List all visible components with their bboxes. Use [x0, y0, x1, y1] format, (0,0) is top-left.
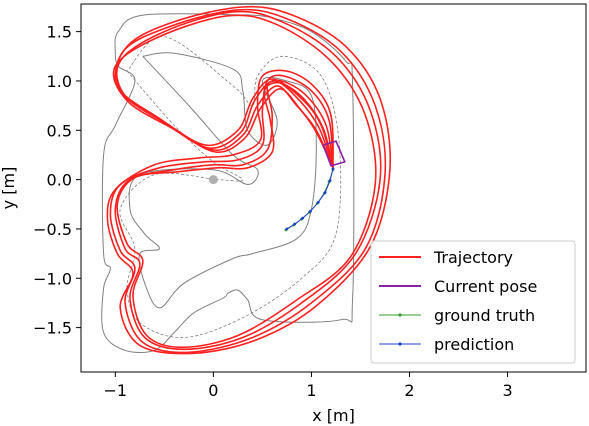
y-axis-ticks: −1.5 −1.0 −0.5 0.0 0.5 1.0 1.5 [33, 23, 81, 338]
legend-item-current-pose: Current pose [379, 277, 537, 296]
prediction-point [328, 179, 332, 183]
x-tick-label: −1 [104, 381, 128, 400]
legend-marker [398, 342, 402, 346]
legend-label: Trajectory [433, 248, 513, 267]
prediction-point [323, 191, 327, 194]
x-axis-ticks: −1 0 1 2 3 [104, 372, 513, 400]
current-pose-box [322, 140, 346, 167]
legend-marker [398, 313, 402, 317]
y-tick-label: 1.5 [47, 23, 72, 42]
legend-item-trajectory: Trajectory [379, 248, 513, 267]
prediction-point [285, 227, 289, 231]
plot-frame [80, 3, 587, 373]
legend-item-ground-truth: ground truth [379, 306, 535, 325]
legend-label: Current pose [434, 277, 537, 296]
prediction-point [309, 209, 312, 213]
legend-label: prediction [434, 335, 514, 354]
origin-marker [208, 175, 218, 185]
prediction-point [316, 200, 320, 204]
prediction-point [293, 222, 297, 226]
trajectory-lap-4 [106, 5, 392, 355]
plot-area [101, 5, 392, 355]
x-tick-label: 2 [404, 381, 414, 400]
x-axis-label: x [m] [312, 406, 355, 425]
prediction-point [301, 216, 305, 220]
legend-item-prediction: prediction [379, 335, 514, 354]
y-tick-label: 0.5 [47, 121, 72, 140]
x-tick-label: 0 [208, 381, 218, 400]
y-tick-label: 1.0 [47, 72, 72, 91]
legend: Trajectory Current pose ground truth predic… [370, 240, 576, 364]
legend-label: ground truth [434, 306, 535, 325]
trajectory-lap-3 [112, 14, 377, 349]
y-tick-label: −1.5 [33, 319, 72, 338]
trajectory-lap-2 [109, 8, 387, 354]
y-tick-label: 0.0 [47, 171, 72, 190]
prediction-point [331, 167, 335, 171]
x-tick-label: 3 [502, 381, 512, 400]
legend-box [370, 240, 576, 364]
y-tick-label: −0.5 [33, 220, 72, 239]
y-tick-label: −1.0 [33, 269, 72, 288]
trajectory-lap-1 [114, 10, 382, 351]
prediction-line [286, 168, 334, 230]
y-axis-label: y [m] [0, 167, 18, 210]
x-tick-label: 1 [306, 381, 316, 400]
